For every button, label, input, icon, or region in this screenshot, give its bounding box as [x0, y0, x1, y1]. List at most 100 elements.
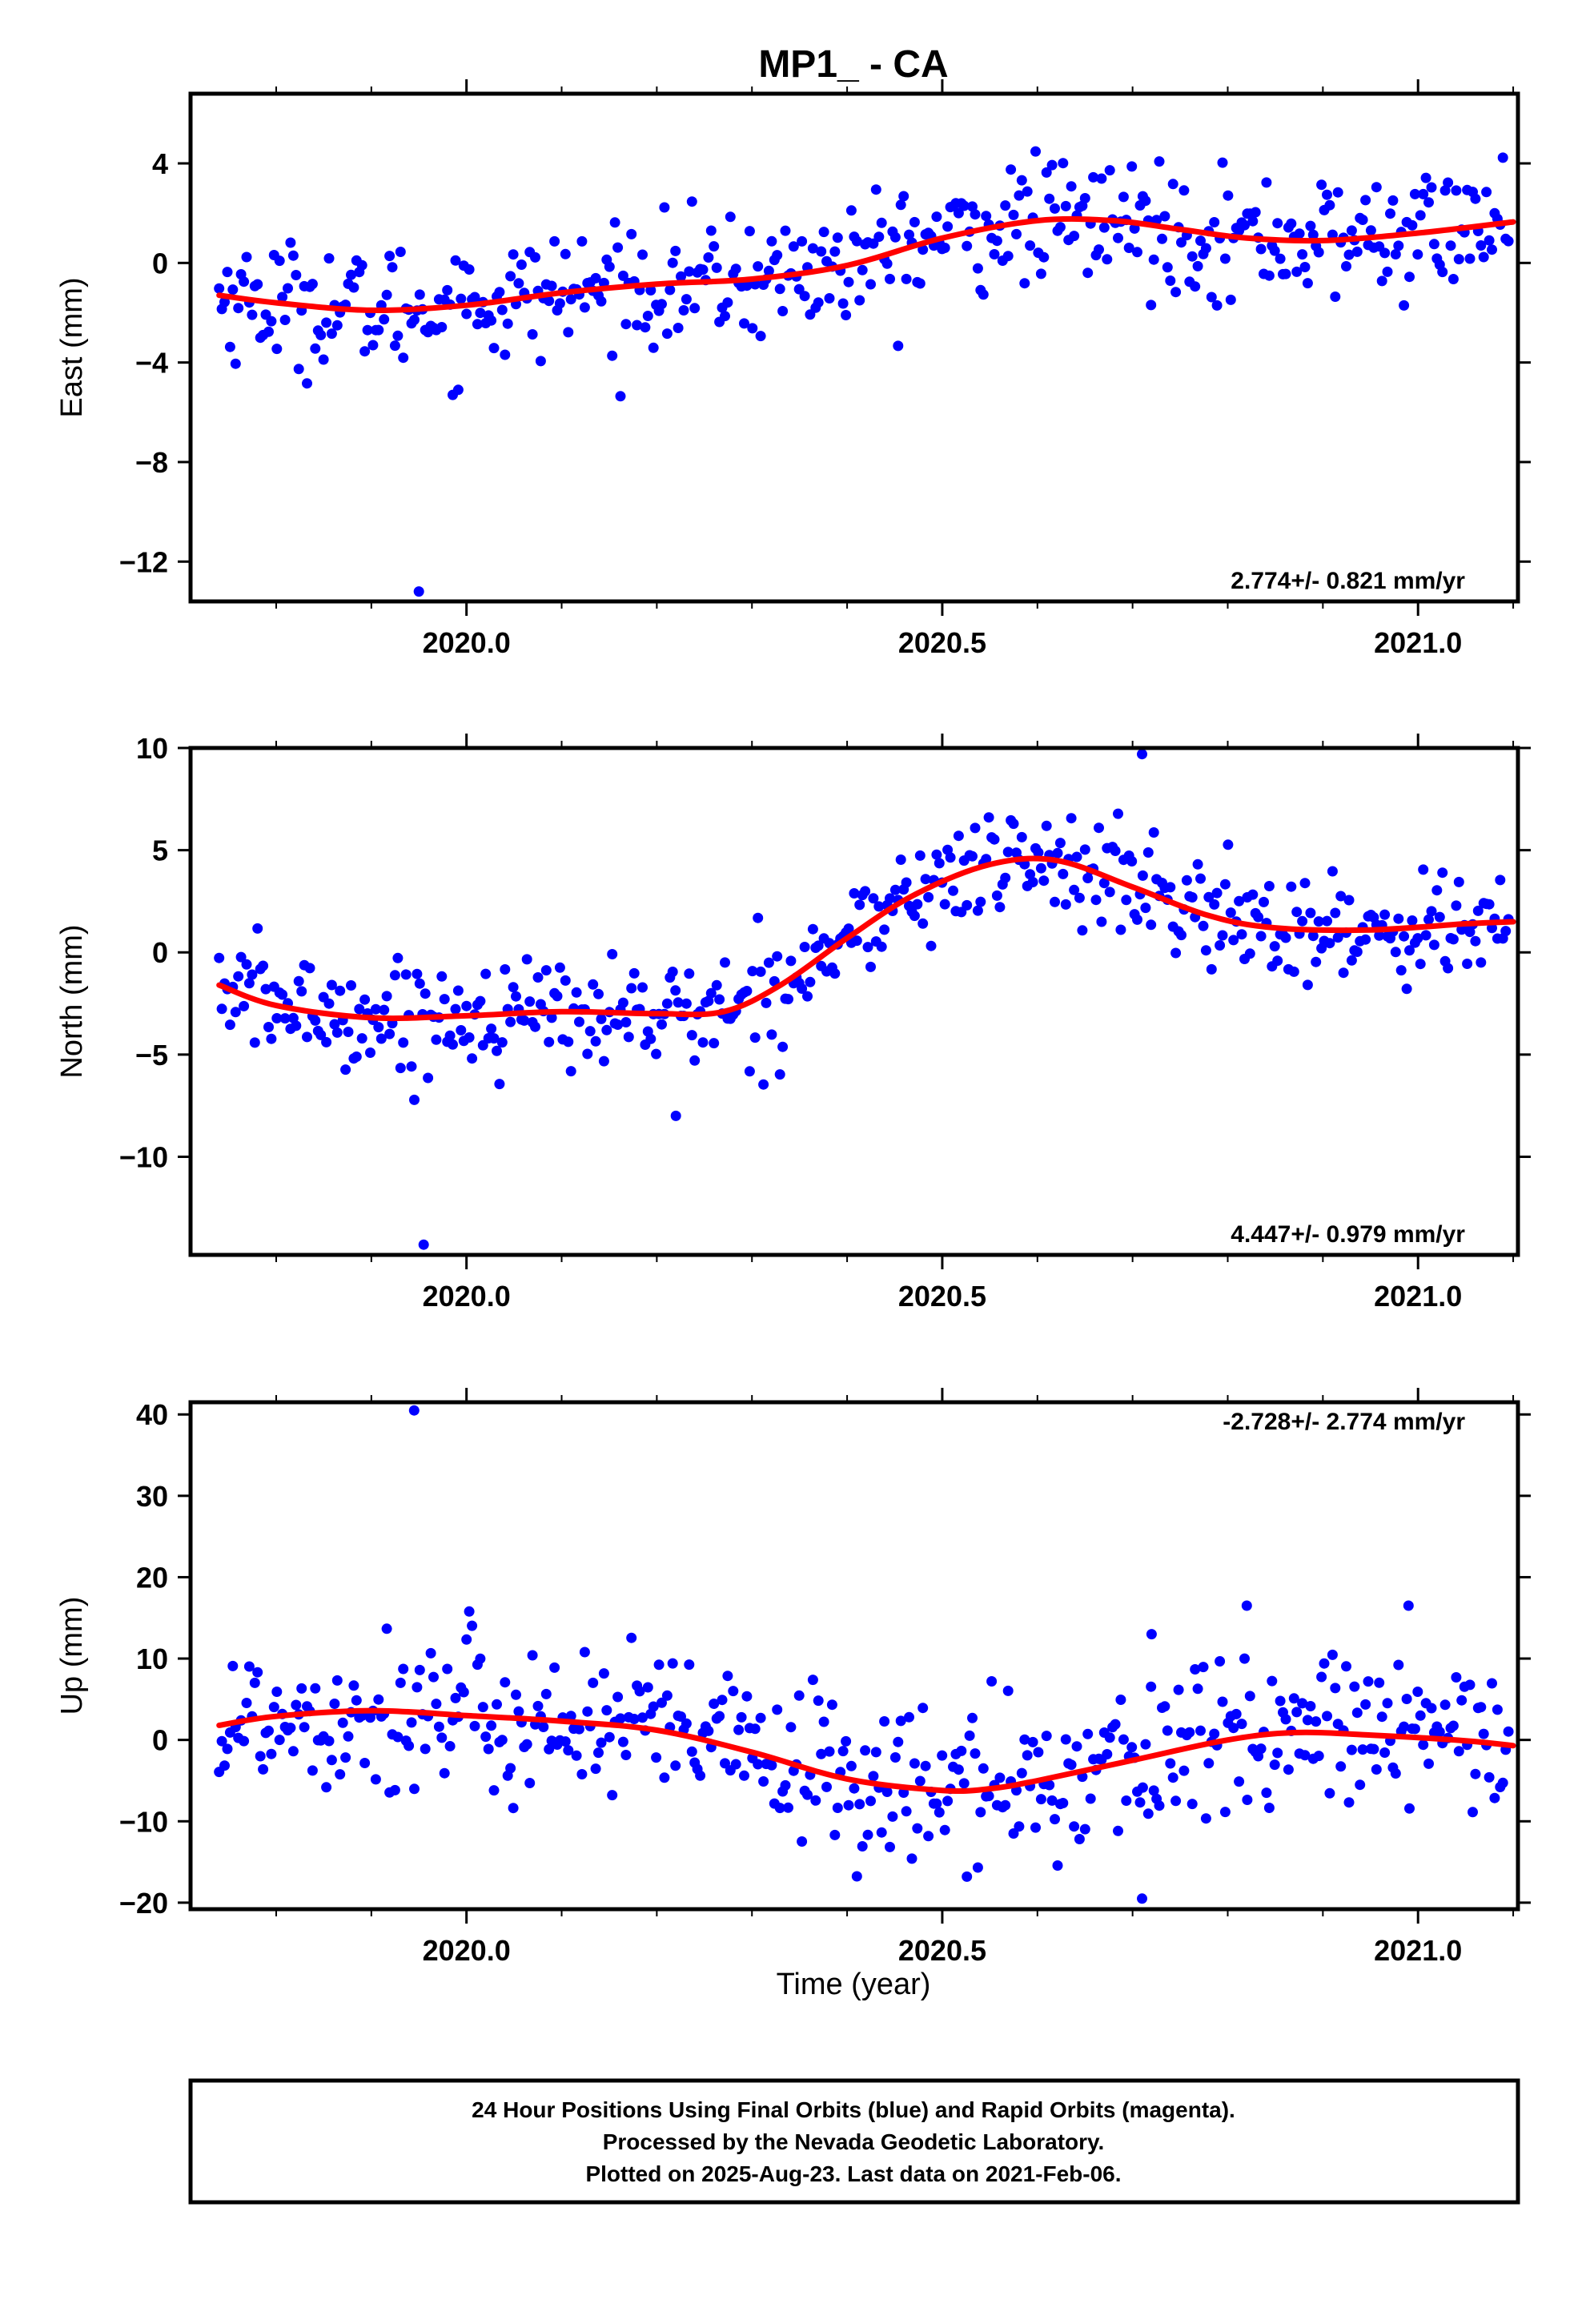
north-point [584, 1026, 596, 1037]
east-point [530, 251, 540, 263]
north-point [1035, 862, 1046, 874]
up-point [824, 1746, 835, 1757]
up-point [870, 1747, 881, 1758]
north-point [860, 886, 871, 897]
up-point [335, 1769, 346, 1780]
east-point [1330, 292, 1341, 302]
north-point [310, 1015, 321, 1026]
up-point [1074, 1834, 1085, 1844]
north-point [1420, 930, 1431, 941]
up-point [994, 1772, 1006, 1783]
up-point [651, 1752, 662, 1763]
up-y-tick-label: 10 [136, 1642, 168, 1675]
north-point [1393, 913, 1404, 924]
figure-title: MP1_ - CA [758, 43, 948, 86]
up-point [818, 1716, 829, 1727]
up-outlier-point [1403, 1600, 1414, 1611]
up-point [1324, 1787, 1335, 1799]
north-y-tick-label: −5 [135, 1039, 168, 1072]
north-outlier-point [1137, 749, 1147, 760]
up-point [1434, 1727, 1445, 1738]
north-point [243, 978, 255, 989]
east-y-tick-label: −4 [135, 347, 168, 380]
up-point [1190, 1664, 1201, 1675]
north-point [895, 854, 906, 865]
north-point [563, 1036, 574, 1047]
up-point [1228, 1723, 1239, 1734]
up-point [1079, 1823, 1090, 1835]
east-point [387, 262, 398, 273]
north-point [962, 899, 973, 911]
north-point [582, 1048, 593, 1059]
up-point [1418, 1739, 1429, 1751]
north-point [747, 966, 758, 977]
north-point [409, 1094, 420, 1105]
east-point [1088, 171, 1099, 183]
east-point [1082, 267, 1094, 279]
east-y-tick-label: 4 [152, 147, 168, 180]
north-point [873, 901, 885, 912]
east-point [1272, 218, 1283, 229]
east-point [1154, 156, 1165, 167]
up-point [1447, 1720, 1459, 1731]
east-point [788, 241, 799, 252]
east-point [1223, 190, 1234, 201]
east-point [637, 249, 648, 260]
east-point [348, 282, 359, 293]
up-outlier-point [1241, 1600, 1252, 1611]
up-point [667, 1658, 678, 1669]
north-point [1140, 903, 1151, 914]
east-point [620, 319, 632, 330]
north-point [467, 1053, 478, 1064]
east-point [697, 264, 709, 275]
east-point [854, 295, 865, 306]
north-point [1423, 914, 1434, 925]
east-point [1002, 251, 1014, 262]
east-point [1357, 215, 1368, 225]
east-point [1247, 215, 1259, 227]
north-point [395, 1063, 406, 1074]
up-point [1399, 1721, 1410, 1732]
east-point [829, 246, 841, 257]
north-point [452, 985, 464, 996]
north-point [1307, 931, 1319, 942]
up-point [359, 1758, 371, 1768]
north-point [626, 983, 637, 994]
up-point [1234, 1776, 1245, 1787]
north-point [249, 1037, 260, 1048]
up-point [458, 1687, 469, 1698]
east-point [285, 237, 296, 248]
up-point [845, 1760, 857, 1771]
up-point [887, 1811, 898, 1822]
up-point [860, 1745, 871, 1756]
east-point [315, 329, 327, 340]
east-point [464, 264, 475, 275]
north-point [1094, 822, 1104, 834]
up-point [653, 1659, 665, 1671]
up-outlier-point [1137, 1893, 1147, 1904]
up-point [753, 1759, 764, 1770]
east-point [1022, 186, 1033, 197]
east-point [395, 247, 406, 257]
up-point [914, 1775, 926, 1787]
up-point [1330, 1683, 1341, 1694]
east-point [893, 340, 904, 352]
up-point [1343, 1797, 1355, 1808]
north-point [356, 1033, 367, 1044]
north-point [1165, 882, 1176, 893]
up-point [1016, 1767, 1027, 1779]
east-point [725, 211, 736, 223]
north-point [1058, 868, 1069, 879]
east-point [1195, 235, 1206, 247]
up-point [758, 1776, 769, 1787]
north-point [1074, 892, 1085, 903]
north-point [948, 885, 958, 896]
up-point [964, 1730, 975, 1741]
east-point [1209, 217, 1220, 227]
north-point [1066, 813, 1077, 824]
up-point [681, 1718, 692, 1729]
up-point [439, 1767, 450, 1779]
up-point [942, 1795, 954, 1807]
up-point [648, 1701, 659, 1712]
east-point [1470, 193, 1481, 204]
